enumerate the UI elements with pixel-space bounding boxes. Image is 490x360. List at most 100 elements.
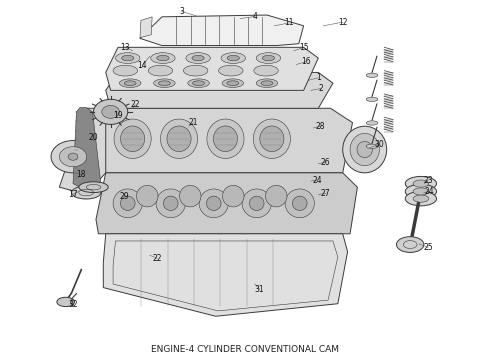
Ellipse shape	[262, 55, 274, 61]
Text: 20: 20	[89, 133, 98, 142]
Ellipse shape	[293, 196, 307, 211]
Text: 31: 31	[255, 285, 265, 294]
Ellipse shape	[366, 97, 378, 102]
Ellipse shape	[156, 189, 185, 218]
Ellipse shape	[163, 196, 178, 211]
Ellipse shape	[405, 192, 437, 206]
Ellipse shape	[249, 196, 264, 211]
Ellipse shape	[114, 119, 151, 158]
Ellipse shape	[207, 119, 244, 158]
Ellipse shape	[254, 65, 278, 76]
Polygon shape	[106, 72, 333, 108]
Ellipse shape	[256, 79, 278, 87]
Text: 18: 18	[76, 170, 86, 179]
Text: 4: 4	[252, 12, 257, 21]
Ellipse shape	[396, 237, 424, 252]
Ellipse shape	[51, 140, 95, 173]
Ellipse shape	[413, 195, 429, 202]
Ellipse shape	[154, 79, 175, 87]
Ellipse shape	[186, 53, 210, 63]
Ellipse shape	[116, 53, 140, 63]
Ellipse shape	[160, 119, 197, 158]
Polygon shape	[140, 17, 152, 38]
Ellipse shape	[158, 81, 171, 86]
Ellipse shape	[59, 147, 87, 167]
Ellipse shape	[405, 184, 437, 199]
Text: 19: 19	[113, 111, 123, 120]
Ellipse shape	[167, 126, 191, 152]
Text: 2: 2	[318, 84, 323, 93]
Ellipse shape	[121, 126, 145, 152]
Ellipse shape	[242, 189, 271, 218]
Ellipse shape	[366, 121, 378, 125]
Ellipse shape	[57, 297, 74, 307]
Text: 22: 22	[130, 100, 140, 109]
Ellipse shape	[192, 55, 204, 61]
Ellipse shape	[366, 73, 378, 77]
Text: 17: 17	[68, 190, 78, 199]
Ellipse shape	[94, 99, 128, 125]
Ellipse shape	[120, 79, 141, 87]
Ellipse shape	[113, 189, 143, 218]
Ellipse shape	[79, 182, 108, 193]
Ellipse shape	[122, 55, 134, 61]
Text: 15: 15	[299, 43, 308, 52]
Ellipse shape	[199, 189, 228, 218]
Polygon shape	[86, 108, 352, 173]
Ellipse shape	[285, 189, 315, 218]
Ellipse shape	[413, 180, 429, 187]
Polygon shape	[59, 108, 106, 194]
Text: 12: 12	[338, 18, 347, 27]
Ellipse shape	[188, 79, 209, 87]
Text: 24: 24	[313, 176, 322, 185]
Ellipse shape	[206, 196, 221, 211]
Ellipse shape	[124, 81, 136, 86]
Text: 29: 29	[119, 192, 129, 201]
Text: 16: 16	[301, 57, 311, 66]
Ellipse shape	[121, 196, 135, 211]
Ellipse shape	[266, 185, 287, 207]
Ellipse shape	[357, 141, 372, 158]
Ellipse shape	[260, 126, 284, 152]
Text: 30: 30	[374, 140, 384, 149]
Text: 14: 14	[138, 61, 147, 70]
Ellipse shape	[157, 55, 169, 61]
Ellipse shape	[151, 53, 175, 63]
Text: 13: 13	[121, 43, 130, 52]
Text: 1: 1	[316, 73, 320, 82]
Text: 32: 32	[68, 300, 78, 309]
Text: 22: 22	[152, 254, 162, 263]
Text: 26: 26	[321, 158, 330, 167]
Polygon shape	[73, 108, 101, 188]
Text: ENGINE-4 CYLINDER CONVENTIONAL CAM: ENGINE-4 CYLINDER CONVENTIONAL CAM	[151, 345, 339, 354]
Polygon shape	[103, 234, 347, 316]
Ellipse shape	[102, 105, 120, 118]
Ellipse shape	[253, 119, 291, 158]
Ellipse shape	[227, 55, 240, 61]
Ellipse shape	[350, 134, 379, 166]
Ellipse shape	[221, 53, 245, 63]
Text: 27: 27	[321, 189, 330, 198]
Ellipse shape	[227, 81, 239, 86]
Ellipse shape	[222, 79, 244, 87]
Ellipse shape	[261, 81, 273, 86]
Ellipse shape	[183, 65, 208, 76]
Polygon shape	[106, 47, 318, 90]
Text: 23: 23	[423, 176, 433, 185]
Text: 3: 3	[179, 7, 184, 16]
Ellipse shape	[213, 126, 238, 152]
Text: 25: 25	[423, 243, 433, 252]
Ellipse shape	[222, 185, 244, 207]
Ellipse shape	[343, 126, 387, 173]
Ellipse shape	[68, 153, 78, 160]
Ellipse shape	[113, 65, 138, 76]
Ellipse shape	[137, 185, 158, 207]
Ellipse shape	[72, 186, 101, 199]
Text: 24: 24	[425, 187, 435, 196]
Text: 28: 28	[316, 122, 325, 131]
Text: 11: 11	[284, 18, 294, 27]
Ellipse shape	[405, 176, 437, 191]
Ellipse shape	[256, 53, 281, 63]
Polygon shape	[140, 15, 304, 45]
Ellipse shape	[366, 144, 378, 148]
